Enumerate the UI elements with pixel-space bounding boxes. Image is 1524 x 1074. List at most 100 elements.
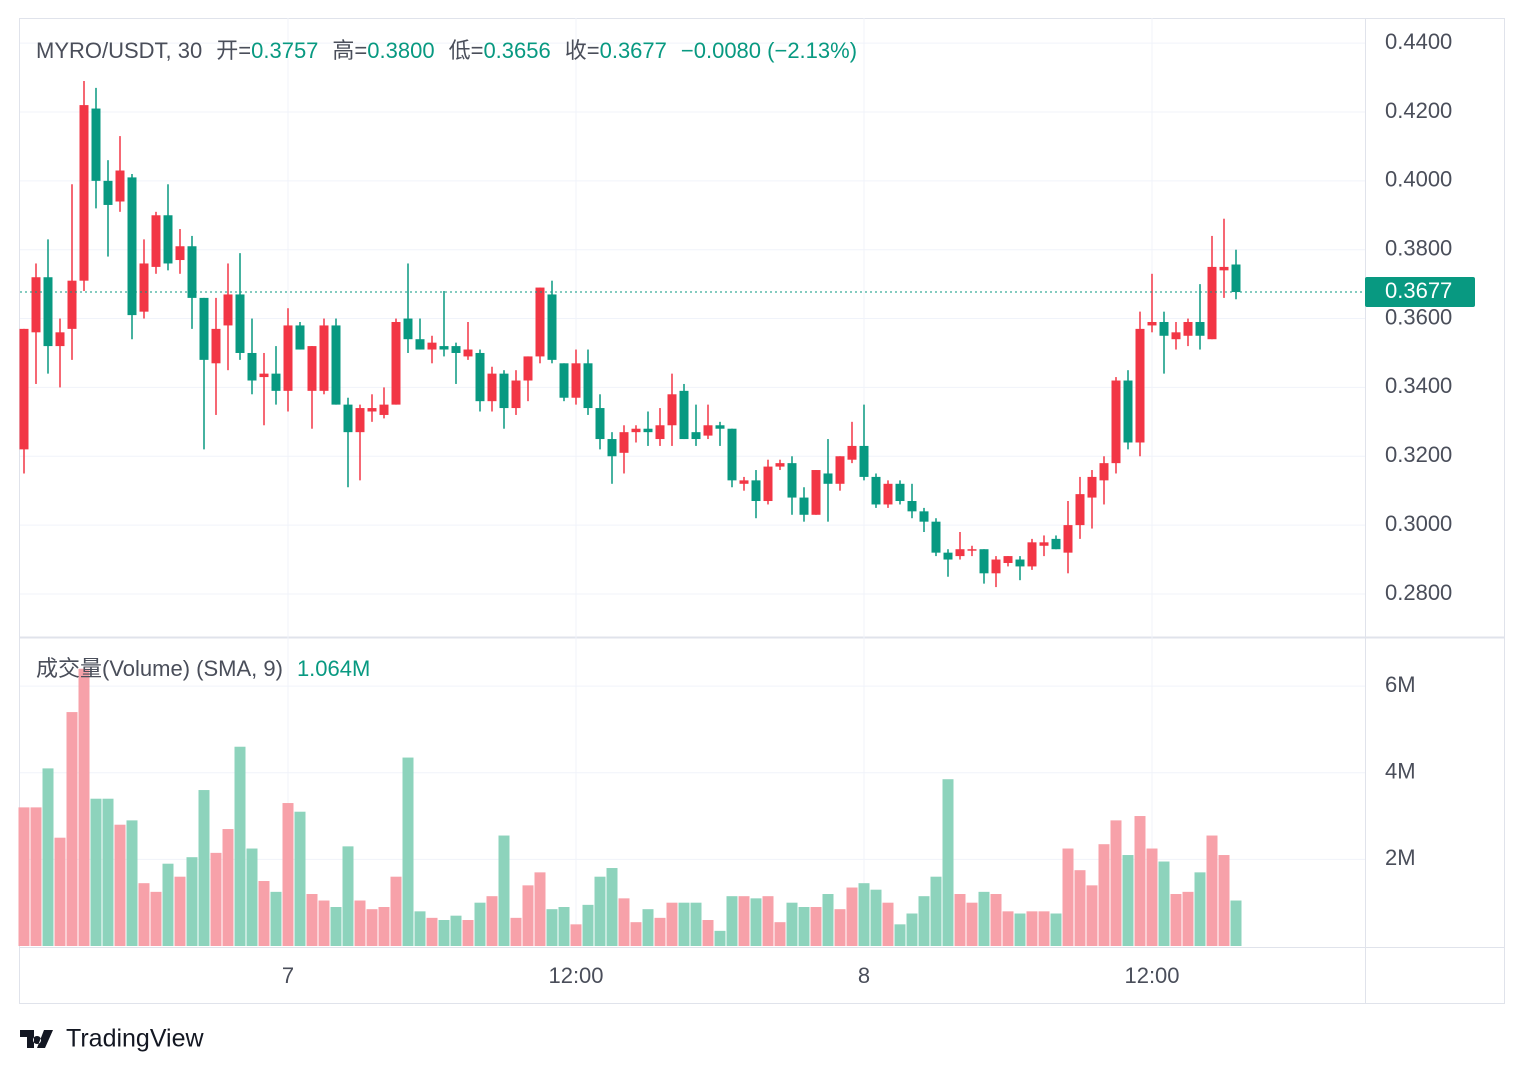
logo: TradingView	[20, 1025, 205, 1053]
candle-body	[115, 170, 125, 202]
candle-body	[319, 325, 329, 391]
candle-body	[775, 463, 785, 467]
candle-body	[559, 363, 569, 398]
candle-body	[67, 280, 77, 329]
volume-bar	[162, 863, 174, 946]
volume-bar	[54, 837, 66, 946]
candle-body	[403, 318, 413, 340]
volume-bar	[570, 924, 582, 946]
candle-body	[523, 356, 533, 381]
volume-bar	[1194, 872, 1206, 946]
volume-bar	[114, 824, 126, 946]
candle-body	[799, 497, 809, 515]
candle-body	[235, 294, 245, 353]
candle-body	[223, 294, 233, 326]
candle-body	[991, 559, 1001, 574]
volume-bar	[1134, 816, 1146, 946]
volume-bar	[882, 902, 894, 946]
volume-bar	[954, 894, 966, 946]
last-price-label: 0.3677	[1385, 278, 1452, 303]
volume-bar	[930, 876, 942, 946]
volume-bar	[378, 907, 390, 946]
volume-bar	[690, 902, 702, 946]
candle-body	[199, 297, 209, 360]
volume-bar	[246, 848, 258, 946]
candle-body	[1147, 321, 1157, 326]
volume-bar	[630, 922, 642, 946]
volume-bar	[606, 868, 618, 946]
candle-body	[847, 445, 857, 460]
grid	[20, 18, 1365, 946]
candle-body	[511, 380, 521, 409]
field-label: 收=	[565, 38, 600, 63]
volume-bar	[510, 917, 522, 946]
volume-bar	[1098, 844, 1110, 946]
volume-bar	[1026, 911, 1038, 946]
candle-body	[475, 352, 485, 402]
volume-bar	[942, 779, 954, 946]
volume-bar	[126, 820, 138, 946]
volume-bar	[222, 829, 234, 946]
candle-body	[1075, 494, 1085, 526]
volume-bar	[438, 920, 450, 946]
volume-bar	[1218, 855, 1230, 946]
x-tick-label: 8	[858, 963, 870, 988]
volume-bar	[666, 902, 678, 946]
volume-bar	[318, 900, 330, 946]
candle-body	[103, 180, 113, 205]
y-tick-label: 0.4000	[1385, 167, 1452, 192]
volume-bar	[906, 913, 918, 946]
candle-body	[691, 432, 701, 440]
candle-body	[391, 321, 401, 405]
candle-body	[259, 373, 269, 378]
volume-bar	[558, 907, 570, 946]
volume-bar	[414, 911, 426, 946]
volume-bar	[450, 915, 462, 946]
candle-body	[1231, 264, 1241, 293]
candle-body	[727, 428, 737, 481]
candle-body	[367, 408, 377, 412]
candle-body	[55, 332, 65, 347]
candle-body	[907, 501, 917, 512]
volume-bar	[66, 712, 78, 946]
candle-body	[1135, 328, 1145, 443]
candle-body	[751, 480, 761, 502]
volume-bar	[702, 920, 714, 946]
candle-body	[955, 549, 965, 557]
volume-bar	[186, 857, 198, 946]
candle-body	[547, 294, 557, 360]
candle-body	[1195, 321, 1205, 336]
volume-bar	[138, 883, 150, 946]
candle-body	[943, 552, 953, 560]
volume-bar	[1086, 885, 1098, 946]
candle-body	[187, 246, 197, 298]
y-tick-label: 0.4400	[1385, 29, 1452, 54]
volume-bar	[1206, 835, 1218, 946]
candle-body	[607, 439, 617, 457]
y-tick-label: 0.3800	[1385, 236, 1452, 261]
candle-body	[127, 177, 137, 316]
volume-bar	[78, 668, 90, 946]
volume-bar	[174, 876, 186, 946]
field-label: 高=	[332, 38, 367, 63]
volume-tick-label: 6M	[1385, 672, 1416, 697]
field-value: 0.3677	[600, 38, 667, 63]
volume-bar	[918, 896, 930, 946]
volume-legend: 成交量(Volume) (SMA, 9) 1.064M	[36, 656, 370, 681]
candle-body	[1123, 380, 1133, 443]
volume-bar	[870, 889, 882, 946]
volume-bar	[654, 917, 666, 946]
volume-bar	[894, 924, 906, 946]
volume-bar	[978, 891, 990, 946]
field-value: 0.3757	[251, 38, 318, 63]
candle-body	[583, 363, 593, 409]
candle-body	[823, 473, 833, 484]
candle-body	[91, 108, 101, 181]
volume-bar	[282, 803, 294, 946]
candle-body	[1171, 332, 1181, 340]
candle-body	[163, 215, 173, 264]
volume-title: 成交量(Volume) (SMA, 9)	[36, 656, 283, 681]
volume-bar	[738, 896, 750, 946]
candle-body	[667, 394, 677, 426]
